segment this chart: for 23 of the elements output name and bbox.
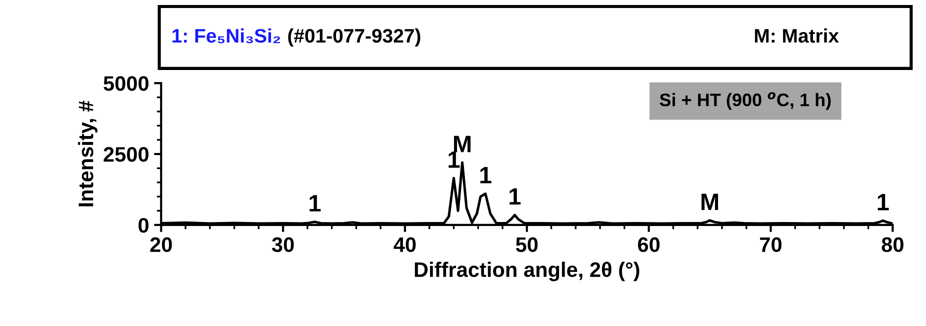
x-tick-label: 60 bbox=[638, 237, 660, 252]
annotation: M bbox=[454, 136, 471, 152]
x-axis-title: Diffraction angle, 2θ (°) bbox=[414, 262, 640, 282]
annotation: 1 bbox=[448, 151, 460, 168]
x-tick-label: 30 bbox=[272, 237, 294, 252]
annotation: 1 bbox=[310, 195, 321, 212]
text: 1: Fe₅Ni₃Si₂ bbox=[172, 28, 280, 44]
annotation: Si + HT (900 $^{o}$C, 1 h) bbox=[660, 92, 831, 110]
y-tick-label: 2500 bbox=[104, 147, 148, 162]
text: (#01-077-9327) bbox=[288, 28, 420, 47]
x-tick-label: 70 bbox=[760, 237, 782, 252]
y-axis-title: Intensity, # bbox=[78, 100, 98, 206]
annotation: 1 bbox=[480, 167, 492, 184]
annotation: M bbox=[702, 194, 718, 210]
annotation: 1 bbox=[878, 194, 889, 210]
x-tick-label: 50 bbox=[516, 237, 538, 252]
annotation: 1 bbox=[510, 188, 521, 205]
y-tick-label: 5000 bbox=[104, 76, 148, 91]
y-tick-label: 0 bbox=[138, 218, 148, 233]
x-tick-label: 20 bbox=[150, 237, 172, 252]
text: M: Matrix bbox=[754, 28, 839, 43]
x-tick-label: 40 bbox=[394, 237, 416, 252]
x-tick-label: 80 bbox=[882, 237, 904, 252]
